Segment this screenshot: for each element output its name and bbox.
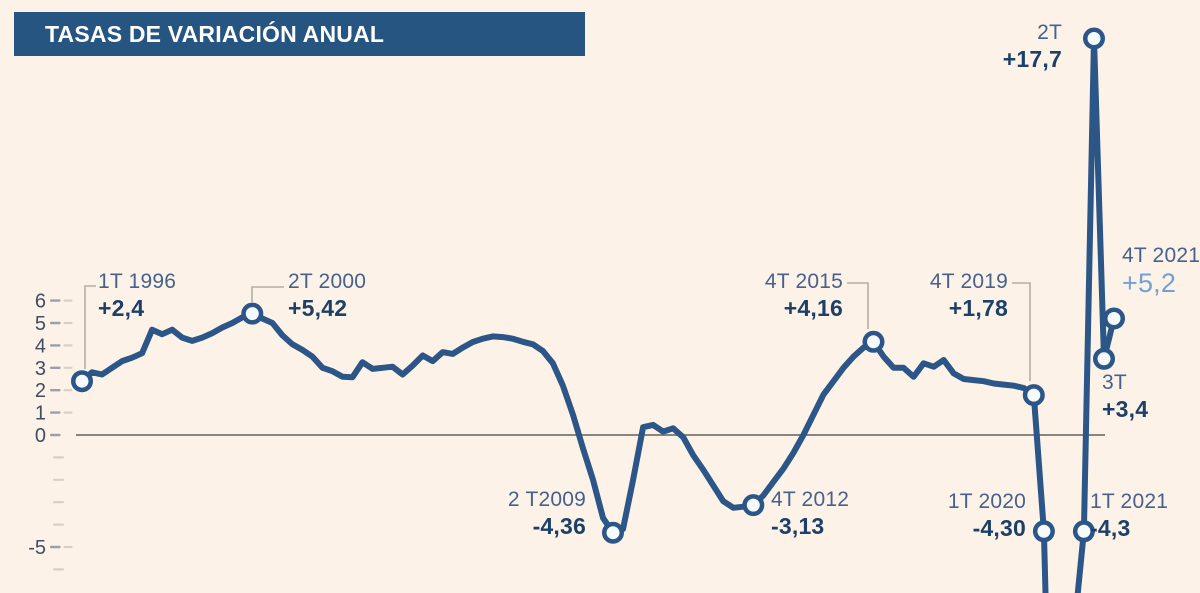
y-tick-dash-outer bbox=[63, 344, 73, 347]
data-point-marker-q67 bbox=[742, 494, 765, 517]
y-tick-dash bbox=[50, 545, 61, 549]
y-tick-dash-minor bbox=[53, 478, 64, 481]
y-tick-label-2: 2 bbox=[35, 380, 46, 402]
y-tick-dash bbox=[50, 389, 61, 392]
annotation-connector-1t-1996 bbox=[84, 285, 96, 369]
annotation-connector-4t-2019 bbox=[1012, 282, 1031, 381]
data-point-marker-q96 bbox=[1032, 520, 1055, 543]
y-tick-dash-minor bbox=[53, 501, 64, 504]
data-point-marker-q102 bbox=[1093, 347, 1115, 370]
y-tick-dash-outer bbox=[63, 366, 73, 369]
y-tick-dash bbox=[50, 344, 61, 347]
y-tick-dash bbox=[50, 411, 61, 414]
y-tick-dash-outer bbox=[63, 299, 73, 302]
y-tick-dash bbox=[50, 299, 61, 302]
data-point-marker-q0 bbox=[71, 370, 93, 393]
y-tick-label-4: 4 bbox=[35, 335, 46, 357]
y-tick-dash bbox=[50, 366, 61, 369]
y-tick-label-1: 1 bbox=[35, 403, 46, 425]
y-tick-dash-outer bbox=[63, 389, 73, 392]
y-tick-label-3: 3 bbox=[35, 358, 46, 380]
y-tick-dash-outer bbox=[63, 545, 73, 549]
y-tick-dash-minor bbox=[53, 456, 64, 459]
y-tick-label-5: 5 bbox=[35, 313, 46, 335]
y-tick-dash-minor bbox=[53, 523, 64, 526]
y-tick-label--5: -5 bbox=[28, 537, 46, 559]
title-bar: TASAS DE VARIACIÓN ANUAL bbox=[14, 12, 585, 56]
y-tick-label-6: 6 bbox=[35, 291, 46, 313]
data-point-marker-q79 bbox=[862, 330, 885, 353]
data-line bbox=[79, 35, 1117, 593]
annotation-connector-2t-2000 bbox=[251, 286, 284, 302]
data-point-marker-q103 bbox=[1103, 307, 1125, 330]
y-tick-dash-minor bbox=[53, 568, 64, 571]
y-tick-label-0: 0 bbox=[35, 425, 46, 447]
y-tick-dash bbox=[50, 321, 61, 325]
y-tick-dash-outer bbox=[63, 411, 73, 414]
annotation-connector-4t-2015 bbox=[847, 282, 869, 329]
data-point-marker-q100 bbox=[1072, 520, 1095, 543]
data-point-marker-q17 bbox=[241, 302, 264, 325]
y-tick-dash-outer bbox=[63, 321, 73, 325]
data-point-marker-q101 bbox=[1083, 27, 1105, 50]
data-point-marker-q95 bbox=[1022, 384, 1045, 407]
chart-title: TASAS DE VARIACIÓN ANUAL bbox=[45, 20, 385, 47]
y-tick-dash bbox=[50, 433, 61, 437]
data-point-marker-q53 bbox=[602, 521, 624, 544]
